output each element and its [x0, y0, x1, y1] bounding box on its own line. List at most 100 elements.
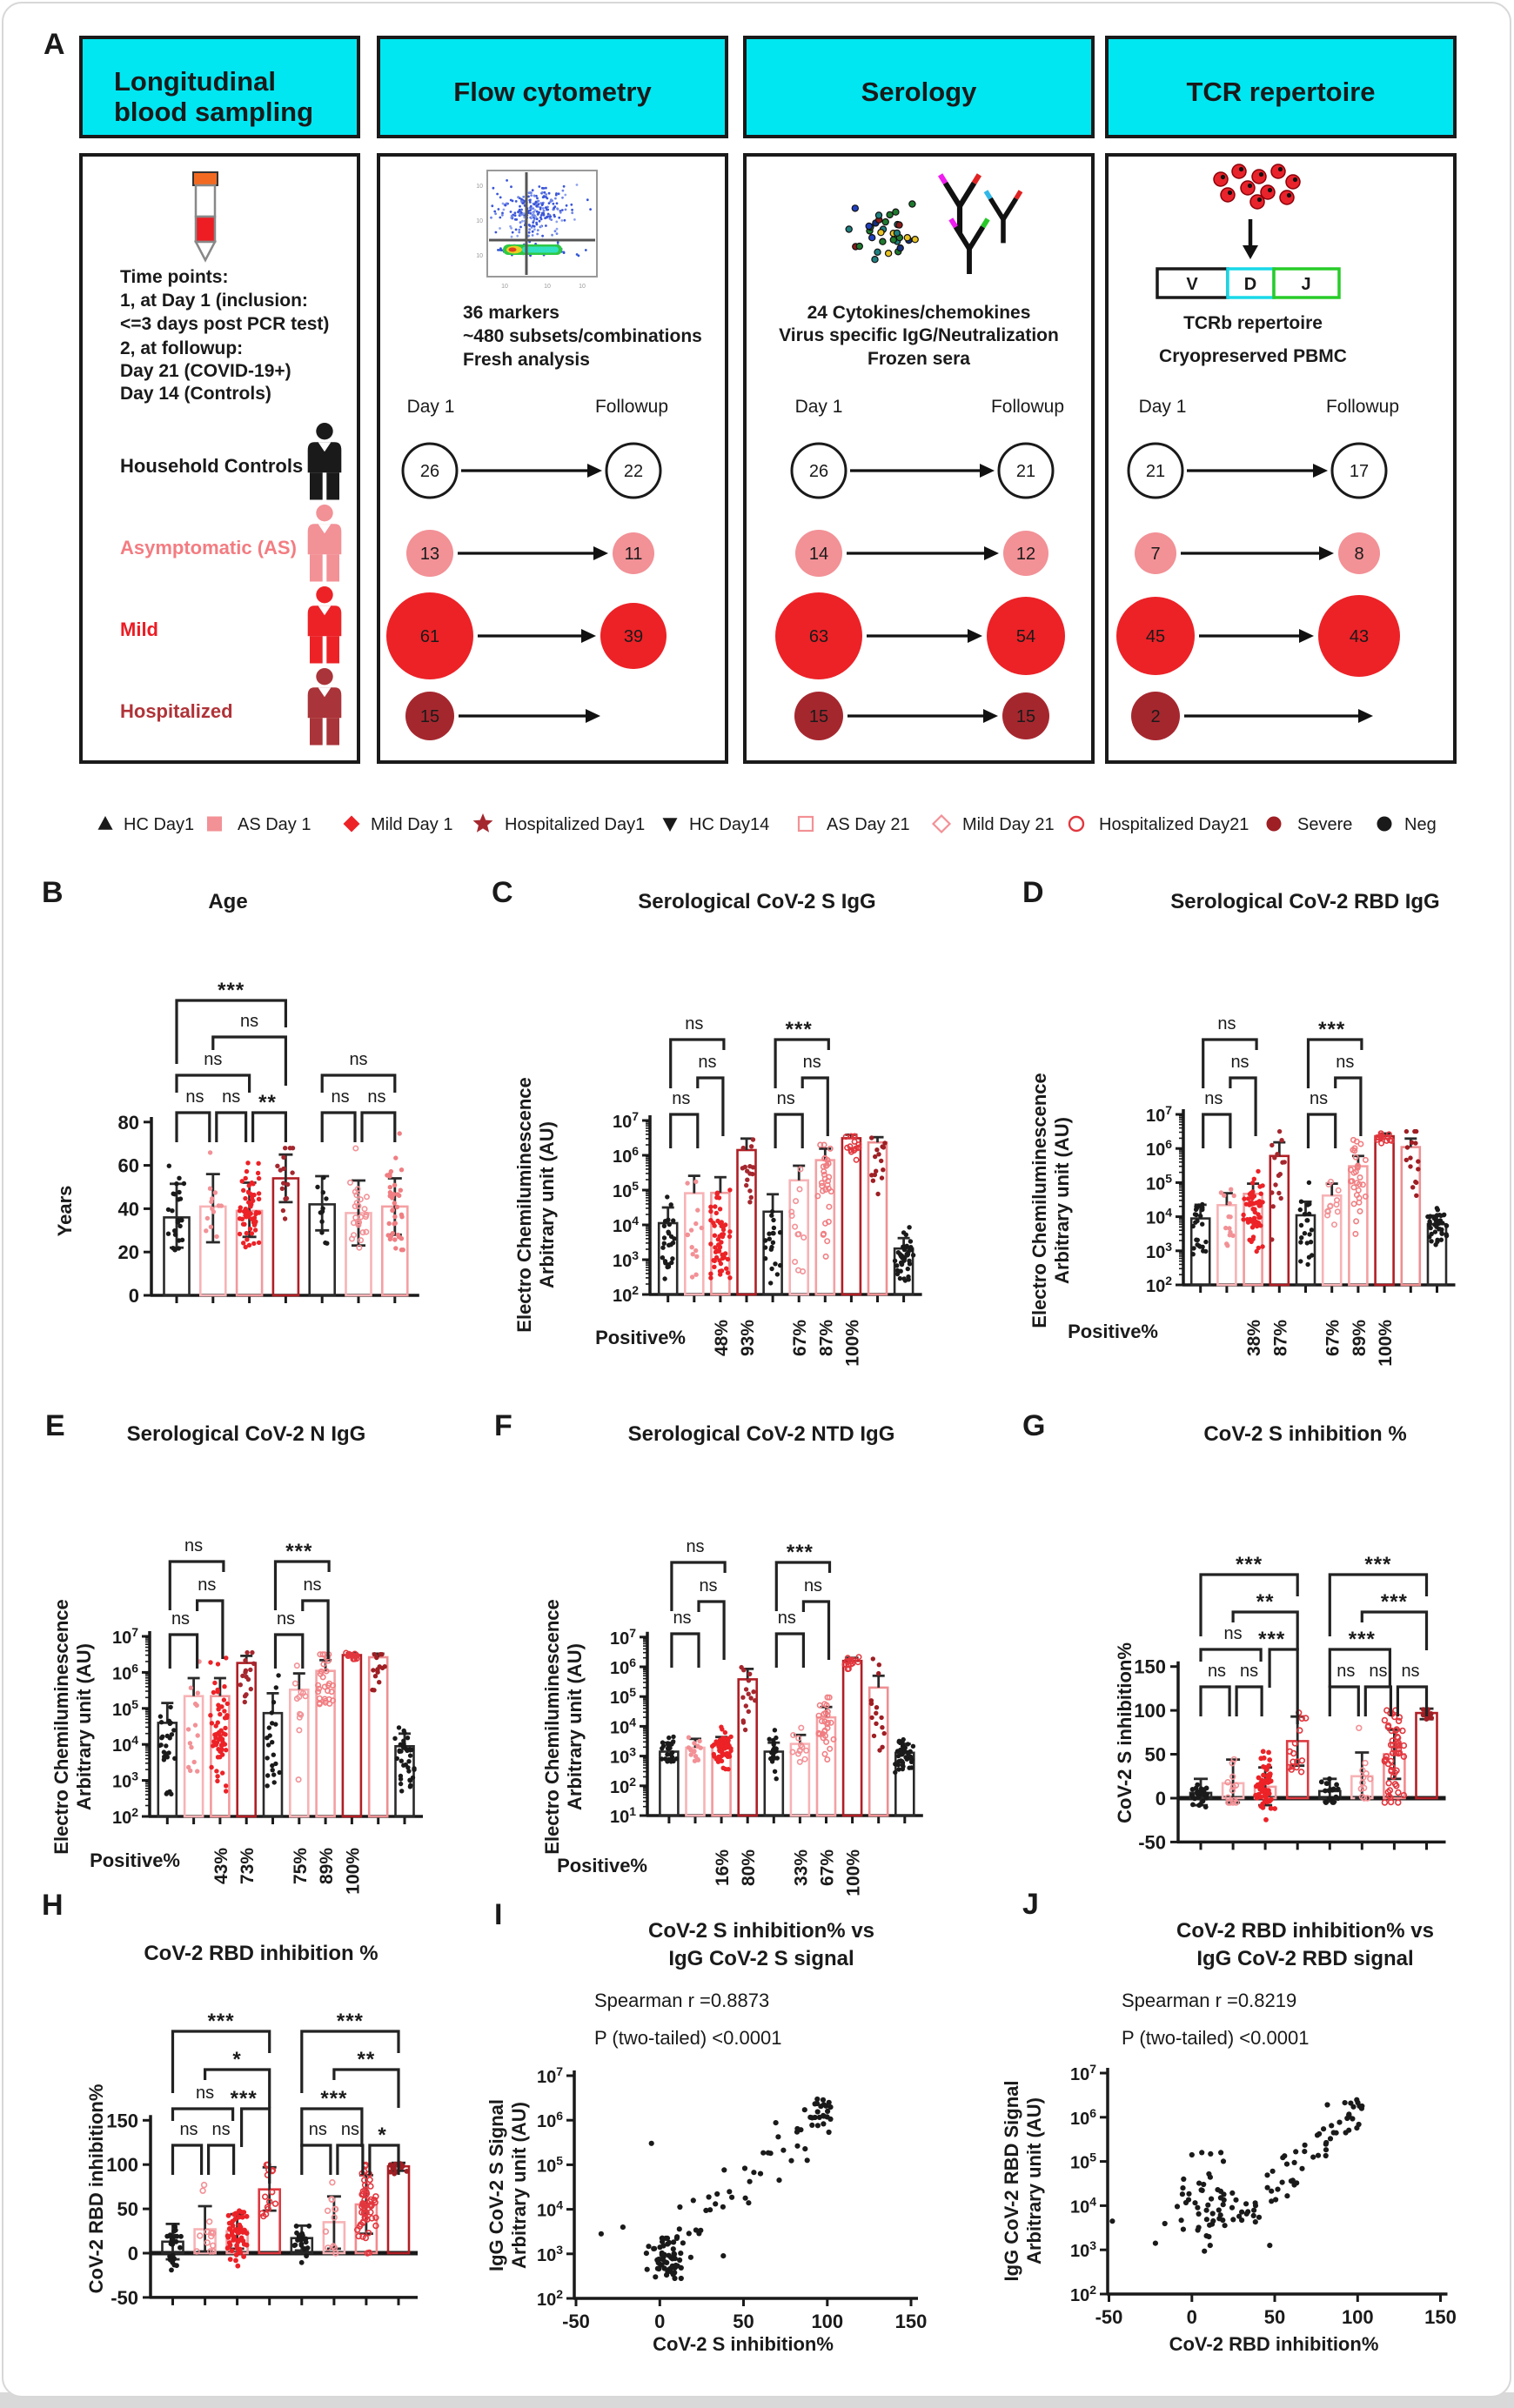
svg-text:***: *** — [1258, 1628, 1285, 1651]
svg-text:CoV-2 RBD inhibition %: CoV-2 RBD inhibition % — [144, 1942, 378, 1965]
svg-text:Arbitrary unit (AU): Arbitrary unit (AU) — [73, 1643, 95, 1810]
svg-text:Serological CoV-2 NTD IgG: Serological CoV-2 NTD IgG — [628, 1422, 895, 1446]
svg-text:Flow cytometry: Flow cytometry — [453, 77, 652, 107]
svg-text:ns: ns — [1208, 1662, 1226, 1681]
svg-text:10: 10 — [476, 253, 483, 259]
svg-text:15: 15 — [809, 707, 828, 726]
svg-text:ns: ns — [332, 1087, 350, 1107]
svg-text:ns: ns — [184, 1536, 203, 1555]
svg-text:11: 11 — [625, 545, 643, 564]
svg-text:Day 1: Day 1 — [795, 397, 843, 417]
svg-text:ns: ns — [367, 1087, 385, 1107]
svg-text:**: ** — [1256, 1590, 1275, 1614]
svg-text:Day 14 (Controls): Day 14 (Controls) — [120, 384, 271, 404]
svg-text:Arbitrary unit (AU): Arbitrary unit (AU) — [536, 1121, 558, 1288]
svg-text:ns: ns — [179, 2120, 198, 2139]
svg-text:CoV-2 S inhibition %: CoV-2 S inhibition % — [1203, 1422, 1406, 1446]
svg-text:-50: -50 — [1095, 2306, 1123, 2328]
svg-text:10: 10 — [579, 284, 586, 290]
svg-text:Followup: Followup — [991, 397, 1064, 417]
svg-text:***: *** — [1349, 1628, 1376, 1651]
svg-text:Arbitrary unit (AU): Arbitrary unit (AU) — [564, 1643, 586, 1810]
svg-text:75%: 75% — [291, 1848, 311, 1884]
svg-text:43: 43 — [1350, 627, 1369, 646]
svg-text:67%: 67% — [818, 1849, 838, 1886]
svg-text:Virus specific IgG/Neutralizat: Virus specific IgG/Neutralization — [779, 325, 1059, 345]
svg-text:Age: Age — [208, 890, 247, 913]
svg-text:Electro Chemiluminescence: Electro Chemiluminescence — [50, 1599, 72, 1854]
svg-text:P (two-tailed) <0.0001: P (two-tailed) <0.0001 — [1122, 2027, 1309, 2049]
svg-text:10: 10 — [544, 284, 551, 290]
svg-text:21: 21 — [1146, 462, 1165, 481]
svg-text:7: 7 — [1150, 545, 1160, 564]
svg-text:93%: 93% — [738, 1320, 758, 1356]
svg-text:38%: 38% — [1244, 1320, 1264, 1356]
svg-text:-50: -50 — [1138, 1831, 1166, 1853]
svg-text:IgG CoV-2 S Signal: IgG CoV-2 S Signal — [486, 2099, 507, 2271]
svg-text:Followup: Followup — [595, 397, 668, 417]
svg-text:100: 100 — [106, 2154, 138, 2176]
svg-text:150: 150 — [1134, 1656, 1166, 1678]
svg-text:100: 100 — [1342, 2306, 1374, 2328]
svg-text:IgG CoV-2 S signal: IgG CoV-2 S signal — [668, 1947, 854, 1970]
svg-text:ns: ns — [1217, 1014, 1236, 1033]
svg-text:43%: 43% — [211, 1848, 231, 1884]
svg-text:TCRb repertoire: TCRb repertoire — [1183, 313, 1323, 333]
svg-text:ns: ns — [803, 1053, 821, 1072]
svg-text:**: ** — [258, 1091, 277, 1114]
svg-text:Serological CoV-2 N IgG: Serological CoV-2 N IgG — [127, 1422, 366, 1446]
svg-text:HC Day1: HC Day1 — [124, 815, 194, 834]
svg-text:100%: 100% — [343, 1848, 363, 1895]
svg-text:100%: 100% — [1376, 1320, 1396, 1367]
svg-text:50: 50 — [733, 2311, 754, 2332]
svg-text:Day 1: Day 1 — [1139, 397, 1187, 417]
svg-text:Severe: Severe — [1297, 815, 1352, 834]
svg-text:ns: ns — [309, 2120, 327, 2139]
svg-text:ns: ns — [240, 1012, 258, 1031]
svg-text:104: 104 — [613, 1214, 639, 1236]
svg-text:24 Cytokines/chemokines: 24 Cytokines/chemokines — [807, 303, 1031, 323]
svg-text:150: 150 — [1424, 2306, 1457, 2328]
svg-text:ns: ns — [1204, 1089, 1223, 1108]
svg-text:C: C — [492, 876, 513, 909]
svg-text:***: *** — [231, 2087, 258, 2110]
svg-text:Household Controls: Household Controls — [120, 455, 303, 477]
svg-text:*: * — [378, 2124, 386, 2147]
svg-text:Neg: Neg — [1404, 815, 1437, 834]
svg-text:80%: 80% — [739, 1849, 759, 1886]
svg-text:54: 54 — [1016, 627, 1035, 646]
svg-text:15: 15 — [1016, 707, 1035, 726]
svg-text:Followup: Followup — [1326, 397, 1399, 417]
svg-text:73%: 73% — [238, 1848, 258, 1884]
svg-text:100%: 100% — [842, 1320, 862, 1367]
svg-text:Day 1: Day 1 — [407, 397, 455, 417]
svg-text:Asymptomatic (AS): Asymptomatic (AS) — [120, 537, 297, 559]
svg-text:CoV-2 S inhibition% vs: CoV-2 S inhibition% vs — [648, 1919, 874, 1943]
svg-text:IgG CoV-2 RBD Signal: IgG CoV-2 RBD Signal — [1001, 2080, 1022, 2281]
svg-text:1, at Day 1 (inclusion:: 1, at Day 1 (inclusion: — [120, 291, 308, 311]
svg-text:AS Day 1: AS Day 1 — [238, 815, 311, 834]
svg-text:ns: ns — [699, 1576, 717, 1595]
svg-text:G: G — [1022, 1409, 1045, 1442]
svg-text:Positive%: Positive% — [90, 1849, 180, 1871]
svg-text:10: 10 — [476, 218, 483, 224]
svg-text:IgG CoV-2 RBD signal: IgG CoV-2 RBD signal — [1196, 1947, 1413, 1970]
svg-text:ns: ns — [222, 1087, 240, 1107]
svg-text:13: 13 — [420, 545, 439, 564]
svg-text:ns: ns — [1310, 1089, 1328, 1108]
svg-text:Arbitrary unit (AU): Arbitrary unit (AU) — [1051, 1117, 1073, 1284]
svg-text:87%: 87% — [816, 1320, 836, 1356]
svg-text:***: *** — [787, 1541, 814, 1564]
svg-text:ns: ns — [1369, 1662, 1387, 1681]
svg-text:2: 2 — [1150, 707, 1160, 726]
svg-text:J: J — [1301, 275, 1310, 294]
svg-text:ns: ns — [777, 1089, 795, 1108]
svg-text:10: 10 — [476, 184, 483, 190]
svg-text:ns: ns — [196, 2084, 214, 2103]
svg-text:89%: 89% — [1350, 1320, 1370, 1356]
svg-text:**: ** — [358, 2048, 376, 2071]
svg-text:Fresh analysis: Fresh analysis — [463, 350, 590, 370]
svg-text:F: F — [494, 1409, 512, 1442]
svg-text:104: 104 — [537, 2198, 563, 2221]
svg-text:Electro Chemiluminescence: Electro Chemiluminescence — [513, 1077, 535, 1332]
